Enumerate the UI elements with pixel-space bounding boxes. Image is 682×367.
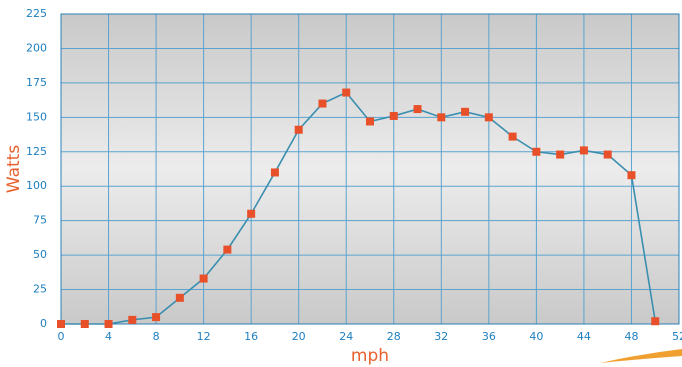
x-tick-label: 48	[624, 330, 638, 343]
y-tick-label: 225	[26, 7, 47, 20]
data-point	[128, 315, 137, 324]
x-tick-label: 24	[339, 330, 353, 343]
y-tick-label: 200	[26, 41, 47, 54]
data-point	[104, 320, 113, 328]
x-tick-label: 40	[529, 330, 543, 343]
y-tick-label: 75	[33, 214, 47, 227]
data-point	[223, 245, 232, 254]
x-tick-label: 36	[482, 330, 496, 343]
data-point	[342, 88, 351, 97]
y-tick-label: 100	[26, 179, 47, 192]
x-tick-label: 8	[153, 330, 160, 343]
data-point	[627, 171, 636, 180]
x-tick-label: 20	[292, 330, 306, 343]
data-point	[270, 168, 279, 177]
data-point	[532, 147, 541, 156]
data-point	[57, 320, 65, 328]
data-point	[389, 111, 398, 120]
x-tick-label: 32	[434, 330, 448, 343]
data-point	[461, 107, 470, 116]
decoration	[600, 349, 682, 363]
data-point	[603, 150, 612, 159]
data-point	[508, 132, 517, 141]
y-tick-label: 125	[26, 145, 47, 158]
data-point	[556, 150, 565, 159]
x-tick-label: 0	[58, 330, 65, 343]
x-axis-label: mph	[351, 346, 389, 366]
y-axis-label: Watts	[4, 145, 24, 193]
x-tick-label: 52	[672, 330, 682, 343]
data-point	[294, 125, 303, 134]
y-tick-label: 175	[26, 76, 47, 89]
plot-area	[61, 14, 679, 324]
data-point	[199, 274, 208, 283]
data-point	[437, 113, 446, 122]
data-point	[80, 320, 89, 328]
y-tick-label: 150	[26, 110, 47, 123]
data-point	[651, 317, 660, 326]
data-point	[413, 105, 422, 114]
x-tick-label: 28	[387, 330, 401, 343]
data-point	[318, 99, 327, 108]
data-point	[579, 146, 588, 155]
x-tick-label: 44	[577, 330, 591, 343]
data-point	[175, 293, 184, 302]
x-tick-label: 16	[244, 330, 258, 343]
x-tick-label: 12	[197, 330, 211, 343]
data-point	[247, 209, 256, 218]
y-tick-label: 50	[33, 248, 47, 261]
data-point	[366, 117, 374, 126]
y-tick-label: 25	[33, 283, 47, 296]
data-point	[484, 113, 493, 122]
x-tick-label: 4	[105, 330, 112, 343]
data-point	[152, 313, 161, 322]
plot-border	[60, 13, 680, 325]
y-tick-label: 0	[40, 317, 47, 330]
